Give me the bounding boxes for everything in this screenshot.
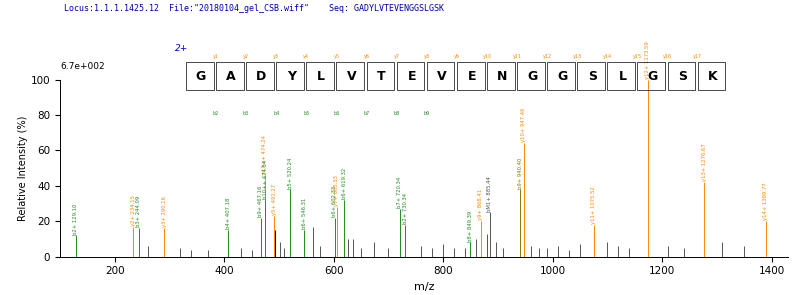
Text: y9+ 868.41: y9+ 868.41 — [478, 189, 483, 220]
Text: S: S — [588, 70, 597, 83]
Text: 2+: 2+ — [175, 44, 188, 53]
Text: b6+ 602.33: b6+ 602.33 — [333, 186, 338, 217]
Text: E: E — [468, 70, 476, 83]
Text: y12: y12 — [542, 54, 552, 59]
Text: V: V — [346, 70, 356, 83]
Text: S: S — [678, 70, 687, 83]
Text: b6: b6 — [334, 111, 339, 116]
Text: y17: y17 — [693, 54, 702, 59]
Text: y6: y6 — [363, 54, 370, 59]
Text: y4: y4 — [303, 54, 310, 59]
Text: y3: y3 — [274, 54, 279, 59]
Text: V: V — [437, 70, 446, 83]
Text: T: T — [378, 70, 386, 83]
Text: y9: y9 — [454, 54, 460, 59]
Text: 6.7e+002: 6.7e+002 — [60, 62, 105, 71]
Text: y10+ 947.46: y10+ 947.46 — [522, 108, 526, 142]
Text: b5: b5 — [303, 111, 310, 116]
Text: y11: y11 — [513, 54, 522, 59]
Text: b5+ 520.24: b5+ 520.24 — [287, 157, 293, 189]
Text: y2: y2 — [243, 54, 249, 59]
Text: G: G — [527, 70, 538, 83]
Text: b3: b3 — [243, 111, 250, 116]
Text: y14: y14 — [603, 54, 612, 59]
Text: b7: b7 — [363, 111, 370, 116]
Text: y16: y16 — [663, 54, 672, 59]
Y-axis label: Relative Intensity (%): Relative Intensity (%) — [18, 115, 28, 221]
Text: y8: y8 — [424, 54, 430, 59]
Text: y13+ 1276.67: y13+ 1276.67 — [702, 144, 706, 181]
Text: b10++ 474.54: b10++ 474.54 — [262, 160, 267, 199]
Text: y10: y10 — [482, 54, 491, 59]
Text: D: D — [256, 70, 266, 83]
X-axis label: m/z: m/z — [414, 282, 434, 292]
Text: N: N — [497, 70, 507, 83]
Text: b4: b4 — [273, 111, 279, 116]
Text: b9+ 467.16: b9+ 467.16 — [258, 186, 263, 217]
Text: y10++ 474.24: y10++ 474.24 — [262, 135, 267, 174]
Text: b2+ 129.10: b2+ 129.10 — [74, 203, 78, 235]
Text: b9+ 940.40: b9+ 940.40 — [518, 157, 522, 189]
Text: bM1+ 885.44: bM1+ 885.44 — [487, 176, 493, 212]
Text: y3+ 290.16: y3+ 290.16 — [162, 196, 166, 227]
Text: y12+ 1173.59: y12+ 1173.59 — [645, 41, 650, 79]
Text: L: L — [318, 70, 326, 83]
Text: A: A — [226, 70, 236, 83]
Text: G: G — [647, 70, 658, 83]
Text: b4+ 407.18: b4+ 407.18 — [226, 198, 230, 229]
Text: y5+ 491.27: y5+ 491.27 — [272, 184, 277, 215]
Text: y14+ 1389.77: y14+ 1389.77 — [763, 183, 769, 220]
Text: Locus:1.1.1.1425.12  File:"20180104_gel_CSB.wiff"    Seq: GADYLVTEVENGGSLGSK: Locus:1.1.1.1425.12 File:"20180104_gel_C… — [64, 4, 444, 14]
Text: b8+ 849.39: b8+ 849.39 — [468, 210, 473, 242]
Text: b8: b8 — [394, 111, 400, 116]
Text: y2+ 234.15: y2+ 234.15 — [131, 195, 136, 226]
Text: y11+ 1075.52: y11+ 1075.52 — [591, 186, 597, 224]
Text: b2+ 730.34: b2+ 730.34 — [402, 193, 407, 224]
Text: y7: y7 — [394, 54, 400, 59]
Text: y1: y1 — [213, 54, 219, 59]
Text: y5: y5 — [334, 54, 339, 59]
Text: b6+ 546.31: b6+ 546.31 — [302, 198, 306, 229]
Text: L: L — [618, 70, 626, 83]
Text: G: G — [557, 70, 567, 83]
Text: b9: b9 — [424, 111, 430, 116]
Text: b6+ 619.32: b6+ 619.32 — [342, 168, 346, 199]
Text: y15: y15 — [633, 54, 642, 59]
Text: b7+ 720.34: b7+ 720.34 — [397, 177, 402, 208]
Text: Y: Y — [286, 70, 296, 83]
Text: b3+ 244.09: b3+ 244.09 — [136, 196, 142, 227]
Text: G: G — [196, 70, 206, 83]
Text: b2: b2 — [213, 111, 219, 116]
Text: y13: y13 — [573, 54, 582, 59]
Text: y7+ 605.33: y7+ 605.33 — [334, 175, 339, 206]
Text: K: K — [708, 70, 718, 83]
Text: E: E — [407, 70, 416, 83]
